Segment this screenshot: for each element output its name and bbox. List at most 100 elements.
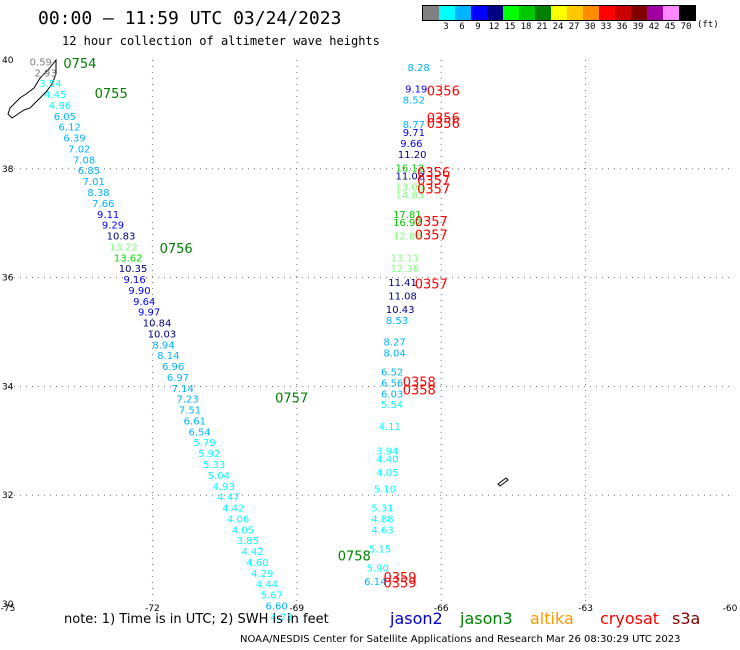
color-scale-number: 36 <box>616 22 628 32</box>
wave-height-value: 6.12 <box>59 123 81 134</box>
wave-height-value: 6.03 <box>381 389 403 400</box>
wave-height-value: 8.77 <box>403 120 425 131</box>
wave-height-value: 8.52 <box>403 96 425 107</box>
wave-height-value: 7.14 <box>172 384 194 395</box>
longitude-tick-label: -69 <box>289 604 304 614</box>
wave-height-value: 4.44 <box>256 580 278 591</box>
map-axis-ticks: -75 -72 -69 -66 -63 -60 40 38 36 34 32 30 <box>1 56 738 614</box>
wave-height-value: 4.47 <box>217 493 239 504</box>
longitude-tick-label: -60 <box>723 604 738 614</box>
wave-height-value: 6.85 <box>78 166 100 177</box>
color-scale-swatch <box>599 6 615 20</box>
wave-height-value: 9.64 <box>133 297 155 308</box>
wave-height-value: 8.27 <box>383 338 405 349</box>
wave-height-value: 4.88 <box>371 514 393 525</box>
wave-height-value: 13.11 <box>391 253 420 264</box>
latitude-tick-label: 30 <box>2 600 14 610</box>
color-scale-swatch <box>663 6 679 20</box>
color-scale-swatch <box>567 6 583 20</box>
wave-height-value: 10.84 <box>143 319 172 330</box>
color-scale-number: 45 <box>664 22 676 32</box>
wave-height-value: 12.36 <box>391 264 420 275</box>
longitude-tick-label: -66 <box>434 604 449 614</box>
wave-height-value: 8.04 <box>383 348 405 359</box>
wave-height-value: 7.08 <box>73 155 95 166</box>
mission-altika: altika <box>530 609 574 628</box>
wave-height-value: 14.83 <box>395 191 424 202</box>
color-scale-swatch <box>471 6 487 20</box>
color-scale-swatch <box>487 6 503 20</box>
color-scale-number: 18 <box>520 22 532 32</box>
wave-height-value: 9.16 <box>124 275 146 286</box>
color-scale-swatch <box>519 6 535 20</box>
wave-height-value: 4.06 <box>227 514 249 525</box>
wave-height-value: 4.73 <box>270 612 292 623</box>
color-scale-number: 30 <box>584 22 596 32</box>
wave-height-value: 4.93 <box>213 482 235 493</box>
wave-height-value: 8.14 <box>157 351 179 362</box>
wave-height-value: 4.42 <box>222 504 244 515</box>
color-scale-number: 6 <box>459 22 465 32</box>
wave-height-value: 4.29 <box>251 569 273 580</box>
longitude-tick-label: -63 <box>578 604 593 614</box>
color-scale-swatch <box>615 6 631 20</box>
wave-height-value: 5.10 <box>374 484 396 495</box>
pass-time-label: 0356 <box>427 84 460 99</box>
wave-height-value: 9.97 <box>138 308 160 319</box>
wave-height-value: 6.52 <box>381 368 403 379</box>
wave-height-value: 6.39 <box>63 134 85 145</box>
mission-jason3: jason3 <box>460 609 513 628</box>
pass-time-label: 0357 <box>417 182 450 197</box>
wave-height-value: 17.81 <box>393 210 422 221</box>
pass-time-label: 0357 <box>415 277 448 292</box>
wave-height-value: 10.35 <box>119 264 148 275</box>
wave-height-value: 9.19 <box>405 85 427 96</box>
latitude-tick-label: 32 <box>2 491 13 501</box>
color-scale-number: 12 <box>488 22 500 32</box>
wave-height-points: 0.592.933.544.454.966.056.126.397.027.08… <box>30 57 430 623</box>
wave-height-value: 6.96 <box>162 362 184 373</box>
credit-footer: NOAA/NESDIS Center for Satellite Applica… <box>240 634 681 645</box>
pass-time-label: 0358 <box>403 384 436 399</box>
footnote: note: 1) Time is in UTC; 2) SWH is in fe… <box>64 612 329 627</box>
pass-time-label: 0758 <box>338 549 371 564</box>
pass-time-label: 0756 <box>160 242 193 257</box>
color-scale-swatch <box>631 6 647 20</box>
pass-time-label: 0755 <box>95 87 128 102</box>
wave-height-value: 7.23 <box>176 395 198 406</box>
pass-time-label: 0357 <box>415 229 448 244</box>
wave-height-value: 3.94 <box>376 446 398 457</box>
wave-height-value: 10.43 <box>386 305 415 316</box>
color-scale-swatch <box>423 6 439 20</box>
longitude-tick-label: -75 <box>1 604 16 614</box>
wave-height-value: 6.56 <box>381 378 403 389</box>
mission-s3a: s3a <box>672 609 701 628</box>
color-scale-number: 33 <box>600 22 612 32</box>
wave-height-value: 4.40 <box>376 455 398 466</box>
wave-height-value: 11.08 <box>388 291 417 302</box>
wave-height-value: 5.79 <box>193 438 215 449</box>
wave-height-value: 8.53 <box>386 316 408 327</box>
wave-height-value: 8.38 <box>87 188 109 199</box>
color-scale-number: 70 <box>680 22 692 32</box>
wave-height-value: 11.41 <box>388 278 417 289</box>
pass-time-label: 0757 <box>275 392 308 407</box>
wave-height-value: 6.05 <box>54 112 76 123</box>
pass-time-label: 0359 <box>383 577 416 592</box>
color-scale-swatch <box>551 6 567 20</box>
pass-time-label: 0356 <box>427 112 460 127</box>
color-scale-number: 27 <box>568 22 580 32</box>
wave-height-value: 7.51 <box>179 406 201 417</box>
wave-height-value: 4.05 <box>376 468 398 479</box>
mission-jason2: jason2 <box>390 609 443 628</box>
wave-height-value: 6.14 <box>364 577 386 588</box>
wave-height-value: 6.61 <box>184 416 206 427</box>
map-gridlines <box>8 60 730 604</box>
latitude-tick-label: 34 <box>2 382 14 392</box>
color-scale-legend <box>422 5 696 21</box>
wave-height-value: 12.88 <box>393 232 422 243</box>
wave-height-value: 5.31 <box>371 504 393 515</box>
wave-height-value: 3.85 <box>237 536 259 547</box>
wave-height-value: 6.54 <box>189 427 211 438</box>
wave-height-value: 4.45 <box>44 90 66 101</box>
